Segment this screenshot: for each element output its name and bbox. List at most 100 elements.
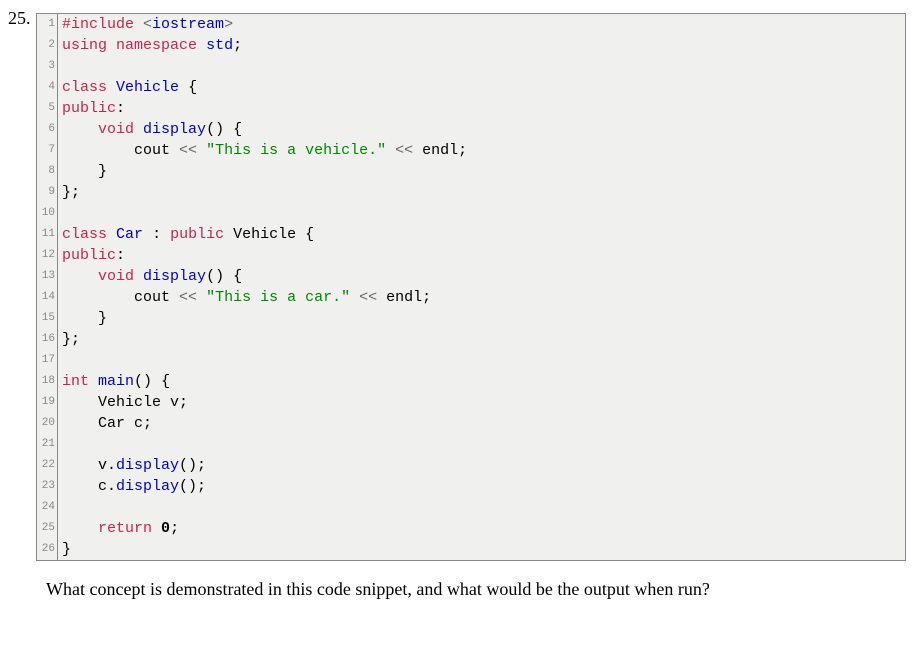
line-number: 14 [37, 287, 58, 308]
code-token: ; [170, 520, 179, 537]
code-content: c.display(); [58, 476, 206, 497]
code-line: 4class Vehicle { [37, 77, 905, 98]
code-line: 22 v.display(); [37, 455, 905, 476]
code-token [197, 37, 206, 54]
code-token: display [143, 121, 206, 138]
code-line: 1#include <iostream> [37, 14, 905, 35]
code-line: 23 c.display(); [37, 476, 905, 497]
line-number: 2 [37, 35, 58, 56]
code-token: 0 [161, 520, 170, 537]
code-token: { [233, 121, 242, 138]
question-text: What concept is demonstrated in this cod… [46, 579, 908, 600]
code-token: } [98, 310, 107, 327]
code-token: }; [62, 184, 80, 201]
code-line: 16}; [37, 329, 905, 350]
code-token: "This is a vehicle." [206, 142, 386, 159]
code-token: > [224, 16, 233, 33]
code-token: c [62, 478, 107, 495]
code-line: 24 [37, 497, 905, 518]
code-line: 12public: [37, 245, 905, 266]
code-token [62, 163, 98, 180]
code-token [197, 289, 206, 306]
code-token: class [62, 226, 107, 243]
line-number: 8 [37, 161, 58, 182]
code-content: }; [58, 329, 80, 350]
code-token: display [116, 457, 179, 474]
code-token: #include [62, 16, 134, 33]
code-content: void display() { [58, 266, 242, 287]
code-token: () [206, 268, 224, 285]
code-token: display [116, 478, 179, 495]
code-line: 18int main() { [37, 371, 905, 392]
code-token: cout [62, 289, 179, 306]
code-token [134, 16, 143, 33]
code-token: std [206, 37, 233, 54]
code-token: . [107, 457, 116, 474]
line-number: 3 [37, 56, 58, 77]
code-content: cout << "This is a car." << endl; [58, 287, 431, 308]
code-token [62, 520, 98, 537]
code-content: } [58, 539, 71, 560]
code-line: 10 [37, 203, 905, 224]
code-content: return 0; [58, 518, 179, 539]
code-content: Car c; [58, 413, 152, 434]
code-token: cout [62, 142, 179, 159]
code-line: 19 Vehicle v; [37, 392, 905, 413]
code-token: namespace [116, 37, 197, 54]
code-line: 15 } [37, 308, 905, 329]
code-token: < [143, 16, 152, 33]
code-token: v [62, 457, 107, 474]
code-content: } [58, 161, 107, 182]
code-token [134, 268, 143, 285]
code-token: public [62, 247, 116, 264]
code-token [134, 121, 143, 138]
code-token: class [62, 79, 107, 96]
line-number: 23 [37, 476, 58, 497]
line-number: 21 [37, 434, 58, 455]
line-number: 18 [37, 371, 58, 392]
code-token: }; [62, 331, 80, 348]
code-token [161, 226, 170, 243]
code-line: 11class Car : public Vehicle { [37, 224, 905, 245]
code-token: { [233, 268, 242, 285]
line-number: 26 [37, 539, 58, 560]
code-token [89, 373, 98, 390]
code-line: 13 void display() { [37, 266, 905, 287]
code-token: ; [458, 142, 467, 159]
code-content: public: [58, 245, 125, 266]
code-token: endl [413, 142, 458, 159]
code-token: using [62, 37, 107, 54]
line-number: 11 [37, 224, 58, 245]
code-line: 6 void display() { [37, 119, 905, 140]
line-number: 12 [37, 245, 58, 266]
code-content: cout << "This is a vehicle." << endl; [58, 140, 467, 161]
code-content: class Car : public Vehicle { [58, 224, 314, 245]
code-token [107, 226, 116, 243]
code-token: { [305, 226, 314, 243]
code-content: void display() { [58, 119, 242, 140]
code-token: int [62, 373, 89, 390]
line-number: 24 [37, 497, 58, 518]
code-token: } [62, 541, 71, 558]
question-container: 25. 1#include <iostream>2using namespace… [8, 8, 908, 600]
code-token [197, 142, 206, 159]
code-token: : [116, 100, 125, 117]
line-number: 17 [37, 350, 58, 371]
line-number: 16 [37, 329, 58, 350]
code-token: (); [179, 478, 206, 495]
code-token: ; [422, 289, 431, 306]
line-number: 6 [37, 119, 58, 140]
code-token: Vehicle v [62, 394, 179, 411]
code-token [107, 79, 116, 96]
code-content: } [58, 308, 107, 329]
code-line: 21 [37, 434, 905, 455]
code-token: ; [179, 394, 188, 411]
code-line: 2using namespace std; [37, 35, 905, 56]
code-token: ; [233, 37, 242, 54]
code-line: 5public: [37, 98, 905, 119]
code-line: 25 return 0; [37, 518, 905, 539]
code-token [224, 121, 233, 138]
code-token: endl [377, 289, 422, 306]
code-token: main [98, 373, 134, 390]
code-token: << [395, 142, 413, 159]
